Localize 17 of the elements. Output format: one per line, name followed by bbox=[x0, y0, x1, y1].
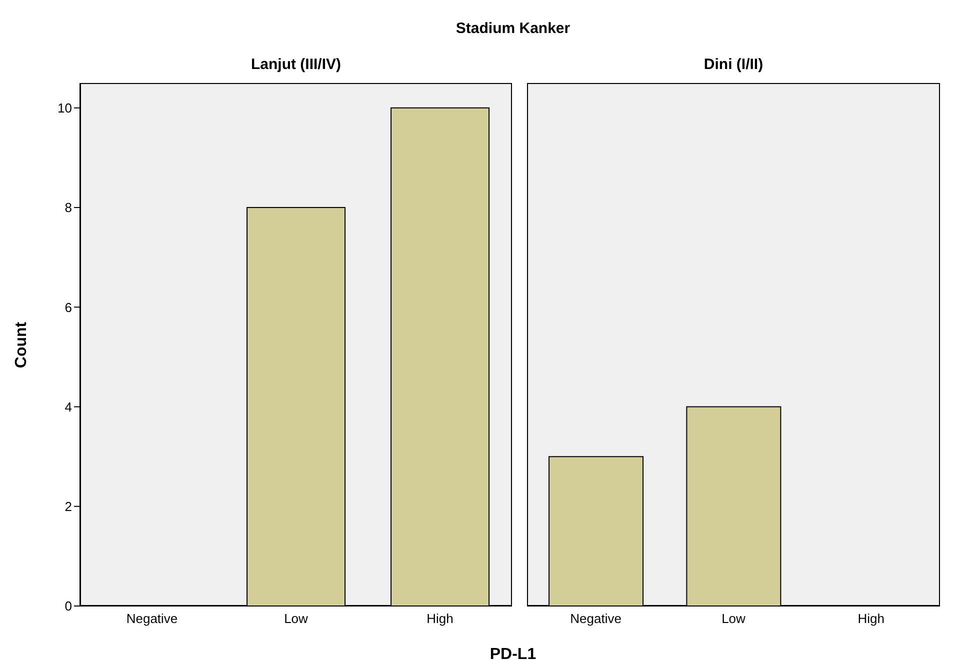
x-tick-label: Negative bbox=[570, 611, 622, 626]
chart-title: Dini (I/II) bbox=[702, 56, 764, 73]
x-tick-label: Low bbox=[284, 611, 309, 626]
x-tick-label: High bbox=[858, 611, 885, 626]
x-axis-title: PD-L1 bbox=[488, 646, 538, 664]
x-tick-label: Negative bbox=[126, 611, 178, 626]
chart-title: Lanjut (III/IV) bbox=[250, 56, 342, 73]
x-tick-label: High bbox=[426, 611, 454, 626]
y-tick-label: 6 bbox=[64, 300, 72, 315]
text: Stadium Kanker bbox=[454, 20, 572, 37]
y-tick-label: 0 bbox=[64, 598, 72, 614]
y-axis-title: Count bbox=[13, 321, 31, 368]
x-tick-label: Low bbox=[722, 611, 746, 626]
y-tick-label: 2 bbox=[64, 498, 72, 514]
y-tick-label: 8 bbox=[64, 200, 72, 216]
y-tick-label: 10 bbox=[58, 100, 72, 116]
y-tick-label: 4 bbox=[64, 399, 72, 414]
